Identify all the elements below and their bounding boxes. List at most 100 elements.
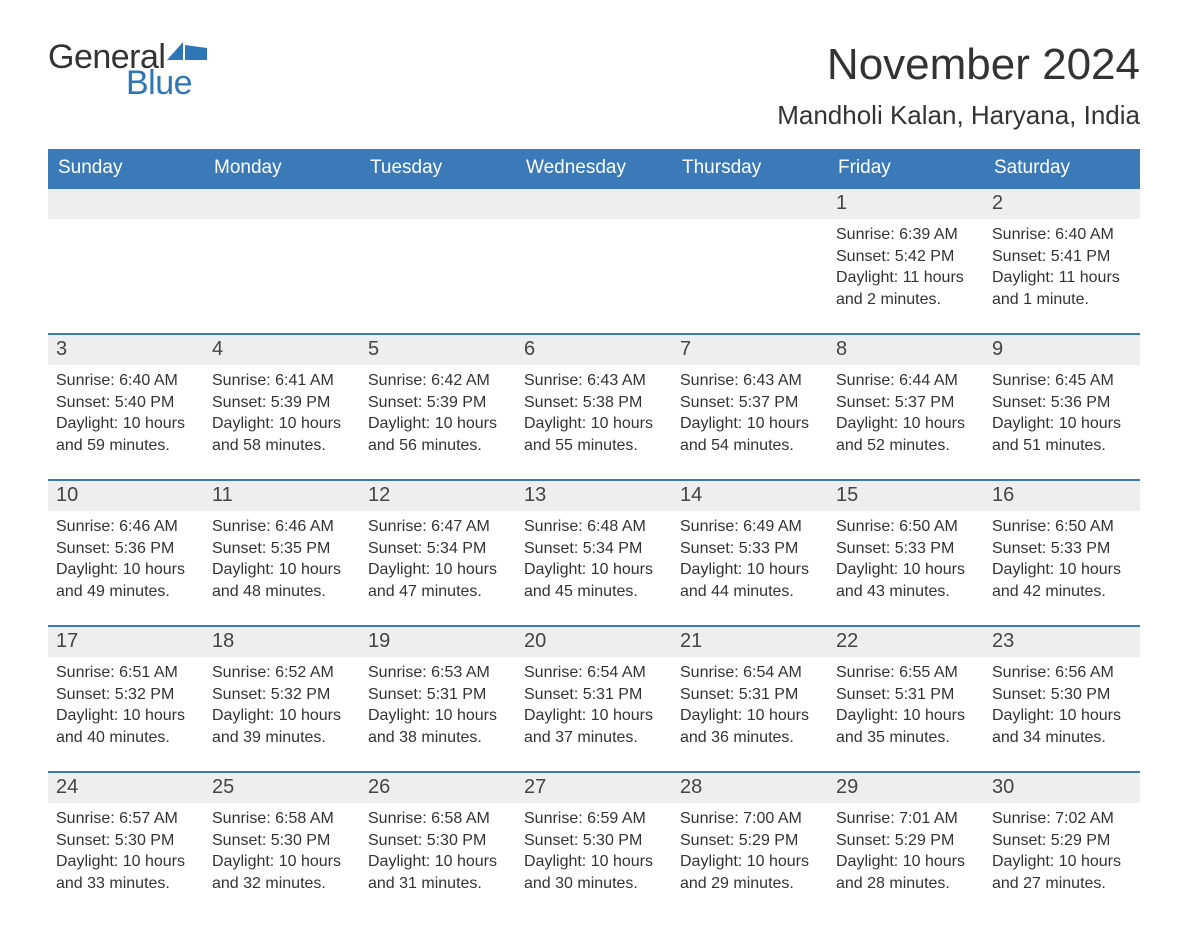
sunrise-text: Sunrise: 6:41 AM	[212, 370, 352, 392]
week-row: 1Sunrise: 6:39 AMSunset: 5:42 PMDaylight…	[48, 189, 1140, 317]
daylight-text: Daylight: 10 hours and 31 minutes.	[368, 851, 508, 894]
day-number: 15	[828, 481, 984, 511]
sunset-text: Sunset: 5:31 PM	[368, 684, 508, 706]
day-number: 16	[984, 481, 1140, 511]
sunset-text: Sunset: 5:40 PM	[56, 392, 196, 414]
day-cell: 5Sunrise: 6:42 AMSunset: 5:39 PMDaylight…	[360, 335, 516, 463]
sunrise-text: Sunrise: 6:55 AM	[836, 662, 976, 684]
day-number: 5	[360, 335, 516, 365]
day-cell-empty	[48, 189, 204, 317]
day-cell: 22Sunrise: 6:55 AMSunset: 5:31 PMDayligh…	[828, 627, 984, 755]
sunrise-text: Sunrise: 6:49 AM	[680, 516, 820, 538]
sunset-text: Sunset: 5:33 PM	[992, 538, 1132, 560]
daylight-text: Daylight: 10 hours and 34 minutes.	[992, 705, 1132, 748]
day-number: 25	[204, 773, 360, 803]
day-cell: 12Sunrise: 6:47 AMSunset: 5:34 PMDayligh…	[360, 481, 516, 609]
day-number: 1	[828, 189, 984, 219]
sunrise-text: Sunrise: 6:57 AM	[56, 808, 196, 830]
daylight-text: Daylight: 10 hours and 42 minutes.	[992, 559, 1132, 602]
weekday-header: Tuesday	[360, 149, 516, 189]
daylight-text: Daylight: 10 hours and 56 minutes.	[368, 413, 508, 456]
day-body: Sunrise: 6:55 AMSunset: 5:31 PMDaylight:…	[828, 657, 984, 752]
daylight-text: Daylight: 10 hours and 32 minutes.	[212, 851, 352, 894]
sunrise-text: Sunrise: 6:46 AM	[56, 516, 196, 538]
day-cell: 27Sunrise: 6:59 AMSunset: 5:30 PMDayligh…	[516, 773, 672, 901]
day-cell: 6Sunrise: 6:43 AMSunset: 5:38 PMDaylight…	[516, 335, 672, 463]
day-number	[48, 189, 204, 219]
weekday-header: Monday	[204, 149, 360, 189]
day-body: Sunrise: 6:47 AMSunset: 5:34 PMDaylight:…	[360, 511, 516, 606]
week-row: 10Sunrise: 6:46 AMSunset: 5:36 PMDayligh…	[48, 479, 1140, 609]
day-cell: 17Sunrise: 6:51 AMSunset: 5:32 PMDayligh…	[48, 627, 204, 755]
day-number: 9	[984, 335, 1140, 365]
day-number: 19	[360, 627, 516, 657]
day-body	[516, 219, 672, 309]
day-body: Sunrise: 6:40 AMSunset: 5:40 PMDaylight:…	[48, 365, 204, 460]
day-number	[672, 189, 828, 219]
sunrise-text: Sunrise: 6:40 AM	[992, 224, 1132, 246]
day-body: Sunrise: 6:59 AMSunset: 5:30 PMDaylight:…	[516, 803, 672, 898]
daylight-text: Daylight: 10 hours and 49 minutes.	[56, 559, 196, 602]
daylight-text: Daylight: 10 hours and 55 minutes.	[524, 413, 664, 456]
day-cell-empty	[516, 189, 672, 317]
sunrise-text: Sunrise: 6:43 AM	[680, 370, 820, 392]
day-body: Sunrise: 6:48 AMSunset: 5:34 PMDaylight:…	[516, 511, 672, 606]
sunset-text: Sunset: 5:31 PM	[680, 684, 820, 706]
day-number: 30	[984, 773, 1140, 803]
day-number	[360, 189, 516, 219]
daylight-text: Daylight: 10 hours and 36 minutes.	[680, 705, 820, 748]
sunrise-text: Sunrise: 6:47 AM	[368, 516, 508, 538]
sunset-text: Sunset: 5:31 PM	[524, 684, 664, 706]
day-body: Sunrise: 6:43 AMSunset: 5:37 PMDaylight:…	[672, 365, 828, 460]
day-cell-empty	[672, 189, 828, 317]
daylight-text: Daylight: 10 hours and 54 minutes.	[680, 413, 820, 456]
sunrise-text: Sunrise: 6:59 AM	[524, 808, 664, 830]
day-body	[360, 219, 516, 309]
sunrise-text: Sunrise: 6:50 AM	[836, 516, 976, 538]
sunrise-text: Sunrise: 7:00 AM	[680, 808, 820, 830]
day-cell: 28Sunrise: 7:00 AMSunset: 5:29 PMDayligh…	[672, 773, 828, 901]
day-cell: 18Sunrise: 6:52 AMSunset: 5:32 PMDayligh…	[204, 627, 360, 755]
day-cell-empty	[360, 189, 516, 317]
day-number: 11	[204, 481, 360, 511]
sunrise-text: Sunrise: 7:01 AM	[836, 808, 976, 830]
day-cell: 11Sunrise: 6:46 AMSunset: 5:35 PMDayligh…	[204, 481, 360, 609]
sunrise-text: Sunrise: 6:42 AM	[368, 370, 508, 392]
day-number: 2	[984, 189, 1140, 219]
weekday-header: Saturday	[984, 149, 1140, 189]
sunset-text: Sunset: 5:34 PM	[368, 538, 508, 560]
week-row: 24Sunrise: 6:57 AMSunset: 5:30 PMDayligh…	[48, 771, 1140, 901]
day-cell: 15Sunrise: 6:50 AMSunset: 5:33 PMDayligh…	[828, 481, 984, 609]
weekday-header: Wednesday	[516, 149, 672, 189]
day-body: Sunrise: 6:53 AMSunset: 5:31 PMDaylight:…	[360, 657, 516, 752]
daylight-text: Daylight: 10 hours and 51 minutes.	[992, 413, 1132, 456]
weekday-header: Thursday	[672, 149, 828, 189]
sunrise-text: Sunrise: 6:43 AM	[524, 370, 664, 392]
header: General Blue November 2024 Mandholi Kala…	[48, 40, 1140, 131]
sunset-text: Sunset: 5:36 PM	[992, 392, 1132, 414]
day-cell-empty	[204, 189, 360, 317]
day-body: Sunrise: 6:51 AMSunset: 5:32 PMDaylight:…	[48, 657, 204, 752]
day-cell: 2Sunrise: 6:40 AMSunset: 5:41 PMDaylight…	[984, 189, 1140, 317]
day-body	[204, 219, 360, 309]
day-number: 14	[672, 481, 828, 511]
day-cell: 19Sunrise: 6:53 AMSunset: 5:31 PMDayligh…	[360, 627, 516, 755]
day-body: Sunrise: 6:50 AMSunset: 5:33 PMDaylight:…	[828, 511, 984, 606]
day-cell: 8Sunrise: 6:44 AMSunset: 5:37 PMDaylight…	[828, 335, 984, 463]
brand-logo: General Blue	[48, 40, 211, 100]
sunrise-text: Sunrise: 7:02 AM	[992, 808, 1132, 830]
day-body: Sunrise: 6:52 AMSunset: 5:32 PMDaylight:…	[204, 657, 360, 752]
day-cell: 10Sunrise: 6:46 AMSunset: 5:36 PMDayligh…	[48, 481, 204, 609]
sunset-text: Sunset: 5:33 PM	[680, 538, 820, 560]
day-number: 13	[516, 481, 672, 511]
day-cell: 29Sunrise: 7:01 AMSunset: 5:29 PMDayligh…	[828, 773, 984, 901]
sunrise-text: Sunrise: 6:50 AM	[992, 516, 1132, 538]
day-body: Sunrise: 6:54 AMSunset: 5:31 PMDaylight:…	[516, 657, 672, 752]
day-cell: 30Sunrise: 7:02 AMSunset: 5:29 PMDayligh…	[984, 773, 1140, 901]
calendar: Sunday Monday Tuesday Wednesday Thursday…	[48, 149, 1140, 901]
daylight-text: Daylight: 10 hours and 47 minutes.	[368, 559, 508, 602]
sunrise-text: Sunrise: 6:58 AM	[212, 808, 352, 830]
sunset-text: Sunset: 5:37 PM	[680, 392, 820, 414]
sunrise-text: Sunrise: 6:44 AM	[836, 370, 976, 392]
daylight-text: Daylight: 10 hours and 59 minutes.	[56, 413, 196, 456]
